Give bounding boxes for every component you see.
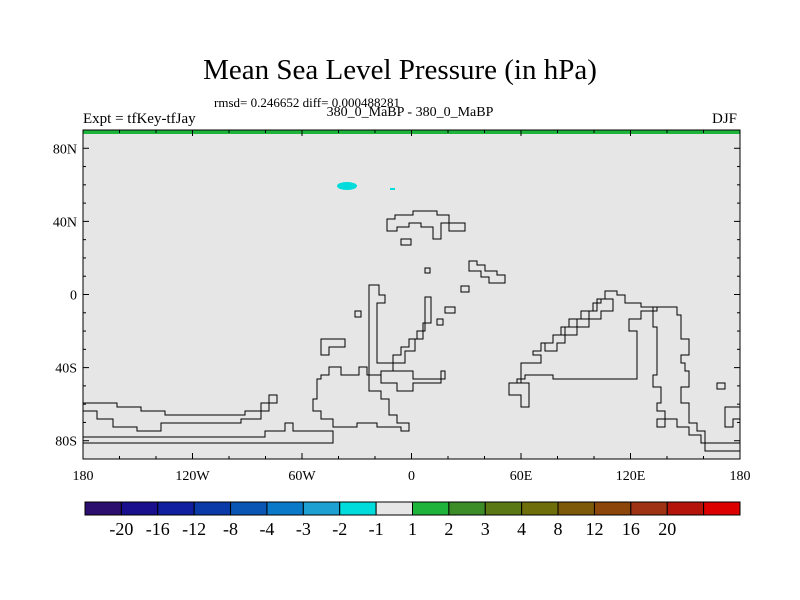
colorbar-swatch <box>593 501 632 516</box>
experiment-subtitle: 380_0_MaBP - 380_0_MaBP <box>326 105 494 120</box>
colorbar-swatch <box>157 501 195 516</box>
colorbar-swatch <box>266 501 304 516</box>
colorbar-label: -1 <box>369 519 384 539</box>
y-tick-label: 80N <box>53 142 77 157</box>
colorbar-label: 8 <box>554 519 563 539</box>
negative-anomaly-patch <box>337 182 357 190</box>
colorbar-label: -8 <box>223 519 238 539</box>
colorbar-label: 3 <box>481 519 490 539</box>
experiment-label: Expt = tfKey-tfJay <box>83 111 196 127</box>
colorbar-swatch <box>193 501 232 516</box>
y-tick-label: 80S <box>55 435 77 450</box>
colorbar-label: -16 <box>146 519 170 539</box>
coastlines <box>82 210 741 452</box>
colorbar-label: 2 <box>444 519 453 539</box>
y-tick-label: 40N <box>53 215 77 230</box>
colorbar-swatch <box>630 501 668 516</box>
colorbar-label: 20 <box>658 519 676 539</box>
colorbar-label: 12 <box>585 519 603 539</box>
colorbar-swatch <box>84 501 122 516</box>
map-panel <box>83 130 740 459</box>
colorbar-label: -20 <box>109 519 133 539</box>
x-tick-label: 60W <box>288 469 316 484</box>
colorbar-label: 4 <box>517 519 526 539</box>
colorbar-swatch <box>302 501 341 516</box>
colorbar-swatch <box>448 501 486 516</box>
season-label: DJF <box>712 111 738 127</box>
x-tick-label: 60E <box>510 469 533 484</box>
colorbar-label: -2 <box>332 519 347 539</box>
colorbar-label: -12 <box>182 519 206 539</box>
colorbar-swatch <box>230 501 268 516</box>
colorbar-swatch <box>339 501 377 516</box>
colorbar-swatch <box>703 501 741 516</box>
x-tick-label: 120W <box>175 469 210 484</box>
y-tick-label: 40S <box>55 362 77 377</box>
colorbar-swatch <box>557 501 595 516</box>
colorbar-swatch <box>120 501 159 516</box>
colorbar-label: -4 <box>259 519 274 539</box>
negative-anomaly-dot <box>390 188 395 190</box>
colorbar-label: 1 <box>408 519 417 539</box>
x-tick-label: 180 <box>730 469 751 484</box>
colorbar-label: -3 <box>296 519 311 539</box>
x-axis: 180 120W 60W 0 60E 120E 180 <box>73 130 751 484</box>
x-tick-label: 180 <box>73 469 94 484</box>
colorbar-swatch <box>412 501 450 516</box>
y-tick-label: 0 <box>70 289 77 304</box>
colorbar-swatch <box>521 501 559 516</box>
colorbar: -20 -16 -12 -8 -4 -3 -2 -1 1 2 3 4 8 12 16 20 <box>84 501 741 539</box>
stats-label: rmsd= 0.246652 diff= 0.000488281 <box>214 95 400 110</box>
x-tick-label: 120E <box>616 469 646 484</box>
x-tick-label: 0 <box>408 469 415 484</box>
plot-title: Mean Sea Level Pressure (in hPa) <box>203 54 597 86</box>
colorbar-swatch <box>484 501 523 516</box>
colorbar-swatch <box>375 501 414 516</box>
y-axis: 80N 40N 0 40S 80S <box>53 142 740 450</box>
colorbar-label: 16 <box>622 519 640 539</box>
colorbar-swatch <box>666 501 705 516</box>
